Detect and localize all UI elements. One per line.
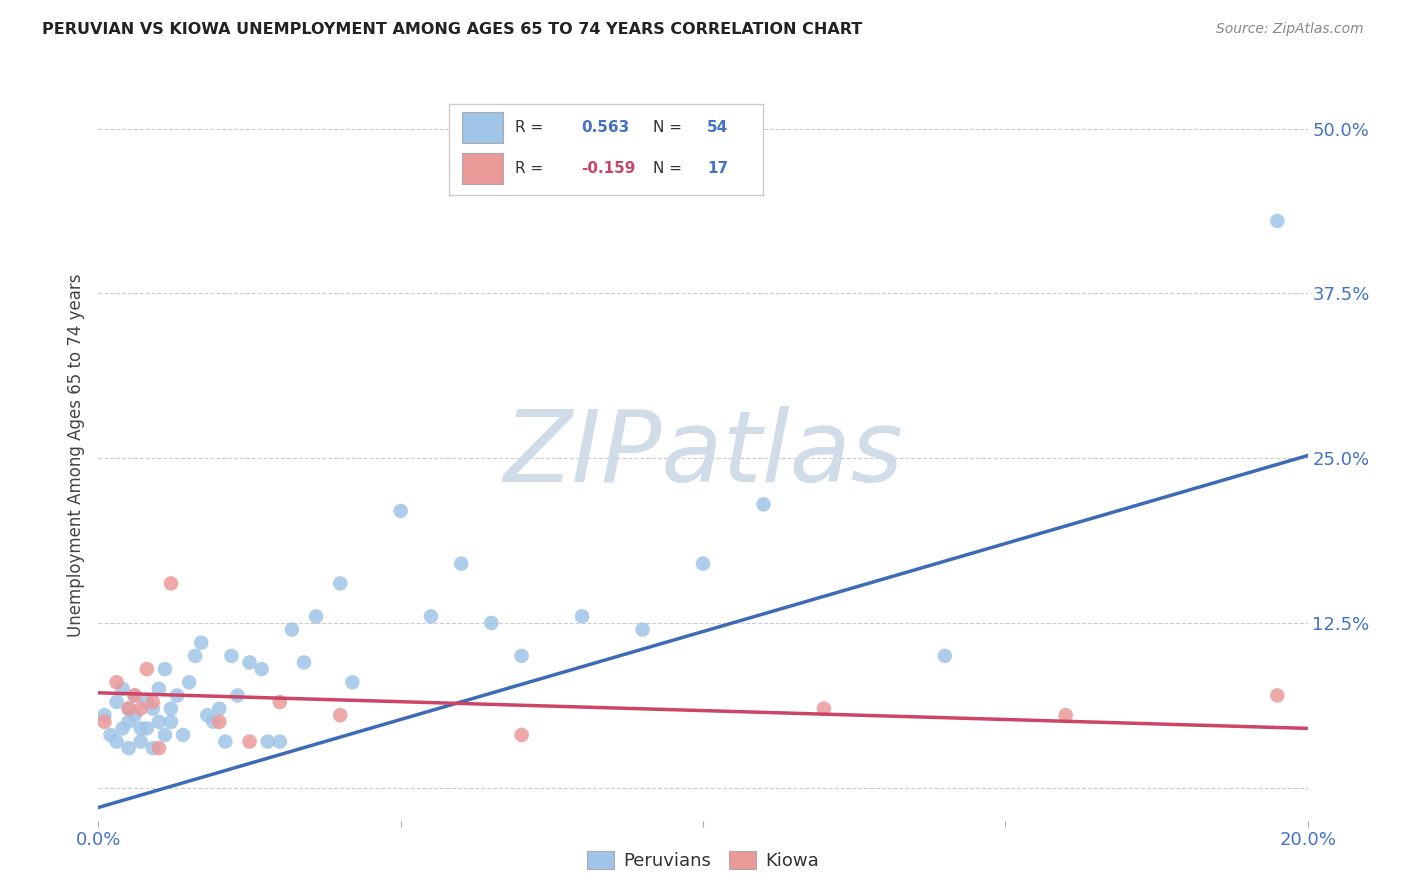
Text: PERUVIAN VS KIOWA UNEMPLOYMENT AMONG AGES 65 TO 74 YEARS CORRELATION CHART: PERUVIAN VS KIOWA UNEMPLOYMENT AMONG AGE…	[42, 22, 862, 37]
Peruvians	[111, 722, 134, 736]
Peruvians	[752, 497, 775, 511]
Kiowa	[510, 728, 533, 742]
Peruvians	[135, 722, 157, 736]
Peruvians	[692, 557, 714, 571]
Kiowa	[93, 714, 115, 729]
Peruvians	[124, 708, 146, 723]
Text: ZIPatlas: ZIPatlas	[503, 407, 903, 503]
Peruvians	[166, 689, 188, 703]
Peruvians	[631, 623, 654, 637]
Kiowa	[160, 576, 183, 591]
Peruvians	[135, 695, 157, 709]
Peruvians	[190, 636, 212, 650]
Peruvians	[571, 609, 593, 624]
Kiowa	[124, 689, 146, 703]
Kiowa	[105, 675, 128, 690]
Peruvians	[118, 701, 141, 715]
Peruvians	[129, 722, 152, 736]
Peruvians	[100, 728, 122, 742]
Peruvians	[250, 662, 273, 676]
Peruvians	[105, 695, 128, 709]
Kiowa	[135, 662, 157, 676]
Peruvians	[118, 714, 141, 729]
Peruvians	[389, 504, 412, 518]
Peruvians	[221, 648, 243, 663]
Kiowa	[148, 741, 170, 756]
Kiowa	[239, 734, 262, 748]
Peruvians	[208, 701, 231, 715]
Peruvians	[195, 708, 218, 723]
Peruvians	[172, 728, 194, 742]
Peruvians	[184, 648, 207, 663]
Peruvians	[202, 714, 225, 729]
Peruvians	[118, 741, 141, 756]
Peruvians	[481, 615, 503, 630]
Peruvians	[256, 734, 278, 748]
Kiowa	[329, 708, 352, 723]
Peruvians	[510, 648, 533, 663]
Peruvians	[111, 681, 134, 696]
Peruvians	[450, 557, 472, 571]
Legend: Peruvians, Kiowa: Peruvians, Kiowa	[579, 844, 827, 878]
Peruvians	[1265, 214, 1288, 228]
Kiowa	[118, 701, 141, 715]
Kiowa	[269, 695, 291, 709]
Peruvians	[419, 609, 441, 624]
Peruvians	[934, 648, 956, 663]
Peruvians	[342, 675, 364, 690]
Peruvians	[142, 701, 165, 715]
Peruvians	[226, 689, 249, 703]
Peruvians	[129, 734, 152, 748]
Kiowa	[142, 695, 165, 709]
Kiowa	[1054, 708, 1077, 723]
Y-axis label: Unemployment Among Ages 65 to 74 years: Unemployment Among Ages 65 to 74 years	[66, 273, 84, 637]
Peruvians	[160, 714, 183, 729]
Kiowa	[129, 701, 152, 715]
Peruvians	[239, 656, 262, 670]
Peruvians	[153, 662, 176, 676]
Peruvians	[160, 701, 183, 715]
Peruvians	[153, 728, 176, 742]
Kiowa	[208, 714, 231, 729]
Peruvians	[148, 714, 170, 729]
Peruvians	[142, 741, 165, 756]
Peruvians	[292, 656, 315, 670]
Peruvians	[177, 675, 201, 690]
Peruvians	[124, 689, 146, 703]
Kiowa	[1265, 689, 1288, 703]
Kiowa	[813, 701, 835, 715]
Peruvians	[148, 681, 170, 696]
Peruvians	[93, 708, 115, 723]
Peruvians	[269, 734, 291, 748]
Peruvians	[329, 576, 352, 591]
Text: Source: ZipAtlas.com: Source: ZipAtlas.com	[1216, 22, 1364, 37]
Peruvians	[214, 734, 236, 748]
Peruvians	[281, 623, 304, 637]
Peruvians	[305, 609, 328, 624]
Peruvians	[105, 734, 128, 748]
